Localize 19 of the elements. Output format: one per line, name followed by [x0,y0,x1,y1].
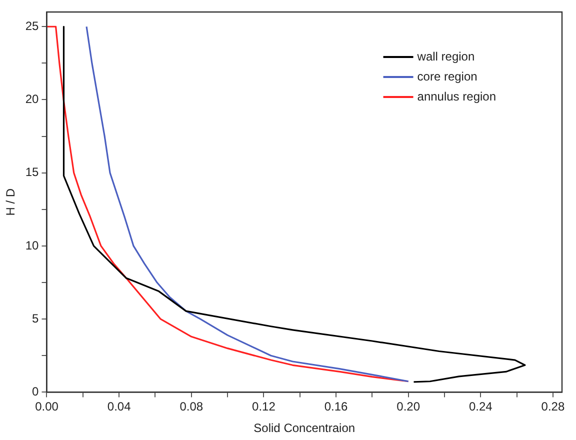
y-tick-label: 15 [25,165,40,180]
legend-label: core region [417,69,478,84]
y-tick-label: 0 [32,384,40,399]
x-tick-label: 0.20 [396,400,420,414]
y-tick-label: 5 [32,311,40,326]
x-tick-label: 0.12 [252,400,276,414]
x-tick-label: 0.00 [35,400,59,414]
x-tick-label: 0.28 [541,400,565,414]
legend-label: wall region [416,49,475,64]
x-tick-label: 0.24 [468,400,493,414]
x-tick-label: 0.16 [324,400,348,414]
x-tick-label: 0.04 [107,400,132,414]
y-tick-label: 10 [25,238,40,252]
x-axis-title: Solid Concentraion [254,421,356,436]
y-tick-label: 20 [25,92,40,106]
x-tick-label: 0.08 [180,400,204,414]
legend-label: annulus region [417,89,496,104]
y-axis-title: H / D [4,188,18,216]
y-tick-label: 25 [25,18,40,33]
